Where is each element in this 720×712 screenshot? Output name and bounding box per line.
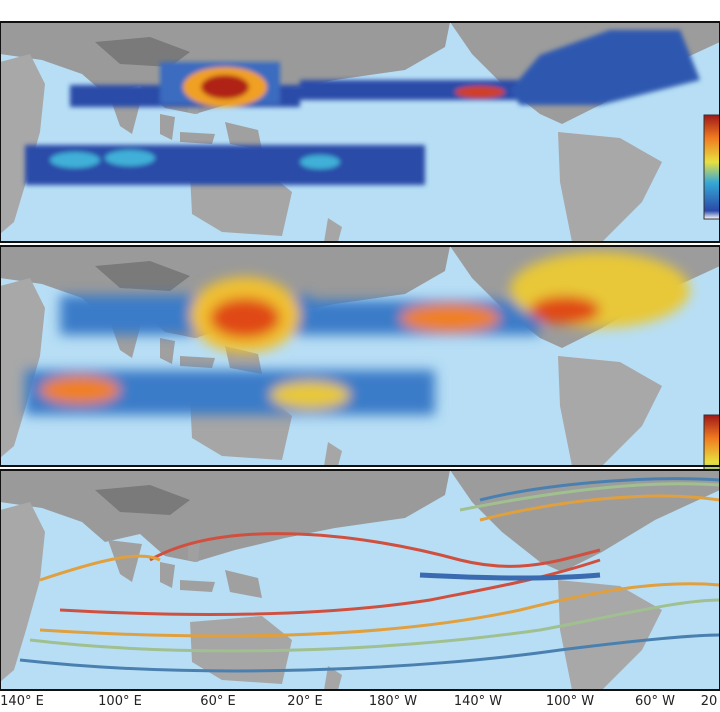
x-axis-label: 140° E [0, 694, 44, 709]
track-density [25, 252, 690, 415]
panel-border [0, 469, 720, 691]
x-axis-label: 20 [701, 694, 718, 709]
x-axis-labels: 140° E 100° E 60° E 20° E 180° W 140° W 100° W… [0, 694, 717, 709]
panel-density [0, 21, 720, 243]
colorbar [703, 114, 720, 220]
x-axis-label: 20° E [287, 694, 322, 709]
x-axis-label: 180° W [369, 694, 417, 709]
panel-border [0, 245, 720, 467]
panel-contours [0, 469, 720, 691]
panel-tracks [0, 245, 720, 521]
x-axis-label: 60° E [200, 694, 235, 709]
x-axis-label: 100° W [546, 694, 594, 709]
density-field [25, 30, 700, 185]
x-axis-label: 60° W [635, 694, 675, 709]
contours [19, 477, 720, 673]
panel-border [0, 21, 720, 243]
x-axis-label: 100° E [98, 694, 142, 709]
x-axis-label: 140° W [454, 694, 502, 709]
